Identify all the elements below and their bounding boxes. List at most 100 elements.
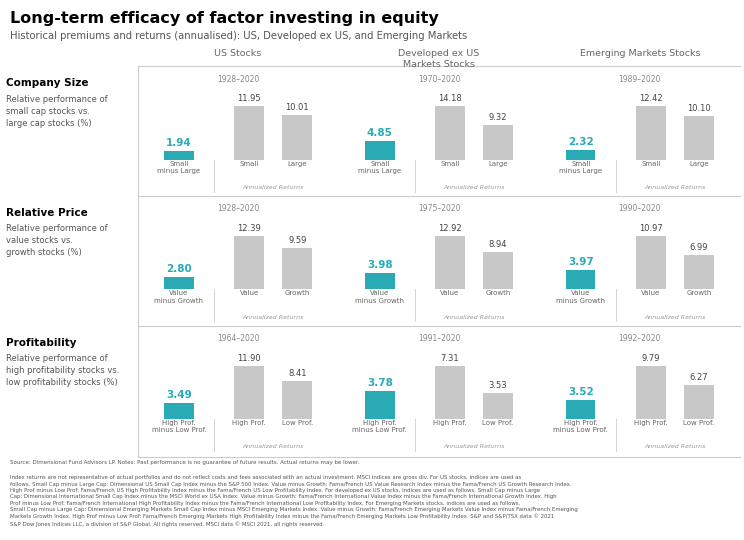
Text: Large: Large xyxy=(488,161,508,167)
Text: High Prof.
minus Low Prof.: High Prof. minus Low Prof. xyxy=(353,420,407,434)
Bar xyxy=(365,141,394,160)
Text: 1989–2020: 1989–2020 xyxy=(619,75,661,84)
Text: Growth: Growth xyxy=(485,291,511,296)
Text: 3.98: 3.98 xyxy=(367,260,393,270)
Text: Value
minus Growth: Value minus Growth xyxy=(155,291,203,304)
Text: Annualized Returns: Annualized Returns xyxy=(443,444,504,449)
Text: Annualized Returns: Annualized Returns xyxy=(243,444,304,449)
Text: 10.97: 10.97 xyxy=(639,224,663,233)
Bar xyxy=(484,125,513,160)
Text: Company Size: Company Size xyxy=(6,78,89,89)
Text: Small: Small xyxy=(440,161,460,167)
Text: 9.79: 9.79 xyxy=(641,354,660,363)
Bar xyxy=(234,366,264,419)
Bar xyxy=(365,273,394,289)
Text: Emerging Markets Stocks: Emerging Markets Stocks xyxy=(580,49,700,58)
Bar xyxy=(164,151,193,160)
Bar xyxy=(435,106,465,160)
Text: 1975–2020: 1975–2020 xyxy=(417,205,461,213)
Text: High Prof.: High Prof. xyxy=(232,420,266,426)
Text: 4.85: 4.85 xyxy=(367,129,393,138)
Text: 2.32: 2.32 xyxy=(568,137,594,147)
Text: 11.95: 11.95 xyxy=(237,94,261,104)
Bar xyxy=(684,384,713,419)
Text: Annualized Returns: Annualized Returns xyxy=(644,444,705,449)
Text: 12.39: 12.39 xyxy=(237,224,261,233)
Bar xyxy=(566,270,595,289)
Text: Historical premiums and returns (annualised): US, Developed ex US, and Emerging : Historical premiums and returns (annuali… xyxy=(10,31,467,42)
Bar xyxy=(435,236,465,289)
Text: 11.90: 11.90 xyxy=(237,354,261,363)
Bar xyxy=(684,255,713,289)
Bar xyxy=(484,393,513,419)
Bar xyxy=(234,106,264,160)
Text: Low Prof.: Low Prof. xyxy=(482,420,513,426)
Text: Large: Large xyxy=(689,161,709,167)
Text: 12.42: 12.42 xyxy=(639,94,663,104)
Text: 2.80: 2.80 xyxy=(166,264,192,274)
Bar xyxy=(566,150,595,160)
Text: 10.10: 10.10 xyxy=(687,104,711,113)
Text: Value: Value xyxy=(240,291,259,296)
Text: Small
minus Large: Small minus Large xyxy=(359,161,401,174)
Text: Small: Small xyxy=(641,161,661,167)
Text: Small: Small xyxy=(240,161,259,167)
Bar xyxy=(283,381,312,419)
Text: 1990–2020: 1990–2020 xyxy=(618,205,661,213)
Text: High Prof.: High Prof. xyxy=(433,420,467,426)
Text: 7.31: 7.31 xyxy=(440,354,459,363)
Text: Small
minus Large: Small minus Large xyxy=(158,161,200,174)
Bar xyxy=(365,392,394,419)
Text: 3.97: 3.97 xyxy=(568,257,594,267)
Bar xyxy=(566,400,595,419)
Text: 9.59: 9.59 xyxy=(288,236,307,245)
Text: Index returns are not representative of actual portfolios and do not reflect cos: Index returns are not representative of … xyxy=(10,475,577,526)
Bar xyxy=(636,236,666,289)
Text: 1992–2020: 1992–2020 xyxy=(619,334,661,343)
Bar xyxy=(164,403,193,419)
Text: 3.53: 3.53 xyxy=(489,381,507,390)
Text: Large: Large xyxy=(287,161,307,167)
Text: 1928–2020: 1928–2020 xyxy=(217,205,259,213)
Text: 1964–2020: 1964–2020 xyxy=(217,334,260,343)
Text: US Stocks: US Stocks xyxy=(214,49,262,58)
Text: Small
minus Large: Small minus Large xyxy=(559,161,602,174)
Bar xyxy=(484,252,513,289)
Text: Growth: Growth xyxy=(284,291,310,296)
Text: Annualized Returns: Annualized Returns xyxy=(443,185,504,190)
Text: 3.49: 3.49 xyxy=(166,390,192,400)
Text: Relative performance of
small cap stocks vs.
large cap stocks (%): Relative performance of small cap stocks… xyxy=(6,94,108,128)
Text: 9.32: 9.32 xyxy=(489,113,507,122)
Bar xyxy=(283,248,312,289)
Text: Developed ex US
Markets Stocks: Developed ex US Markets Stocks xyxy=(398,49,480,69)
Text: Value
minus Growth: Value minus Growth xyxy=(557,291,605,304)
Bar xyxy=(234,236,264,289)
Text: Value: Value xyxy=(440,291,460,296)
Text: Relative Price: Relative Price xyxy=(6,208,88,218)
Text: Relative performance of
high profitability stocks vs.
low profitability stocks (: Relative performance of high profitabili… xyxy=(6,354,119,387)
Text: High Prof.
minus Low Prof.: High Prof. minus Low Prof. xyxy=(554,420,608,434)
Text: 1970–2020: 1970–2020 xyxy=(417,75,461,84)
Bar xyxy=(435,366,465,419)
Text: 1991–2020: 1991–2020 xyxy=(418,334,460,343)
Text: Profitability: Profitability xyxy=(6,338,77,348)
Text: Annualized Returns: Annualized Returns xyxy=(644,185,705,190)
Text: 8.41: 8.41 xyxy=(288,369,307,378)
Text: Annualized Returns: Annualized Returns xyxy=(243,185,304,190)
Text: 12.92: 12.92 xyxy=(438,224,462,233)
Text: 3.52: 3.52 xyxy=(568,387,594,397)
Text: 8.94: 8.94 xyxy=(489,240,507,249)
Text: Value
minus Growth: Value minus Growth xyxy=(356,291,404,304)
Text: Relative performance of
value stocks vs.
growth stocks (%): Relative performance of value stocks vs.… xyxy=(6,224,108,258)
Bar xyxy=(636,366,666,419)
Text: 1.94: 1.94 xyxy=(166,138,192,148)
Bar xyxy=(636,106,666,160)
Text: 3.78: 3.78 xyxy=(367,379,393,388)
Text: 6.27: 6.27 xyxy=(690,373,708,382)
Text: 6.99: 6.99 xyxy=(690,244,708,252)
Text: Low Prof.: Low Prof. xyxy=(683,420,714,426)
Text: Value: Value xyxy=(641,291,661,296)
Text: 10.01: 10.01 xyxy=(286,103,309,112)
Text: Growth: Growth xyxy=(686,291,712,296)
Bar xyxy=(283,115,312,160)
